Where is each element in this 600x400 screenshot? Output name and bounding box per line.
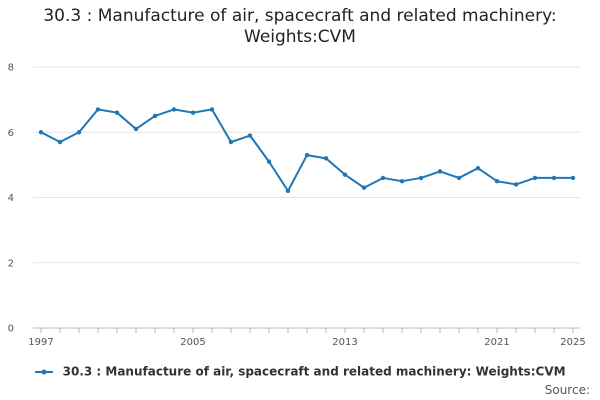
chart-legend: 30.3 : Manufacture of air, spacecraft an…: [0, 364, 600, 379]
data-point: [361, 185, 367, 190]
data-point: [323, 156, 329, 161]
chart-title-line-2: Weights:CVM: [244, 27, 356, 47]
data-point: [285, 188, 291, 194]
y-tick-label: 2: [8, 258, 14, 269]
data-point: [342, 172, 348, 177]
data-point: [513, 182, 519, 187]
chart-title: 30.3 : Manufacture of air, spacecraft an…: [0, 6, 600, 48]
y-tick-label: 4: [8, 193, 14, 204]
x-tick-label: 2005: [180, 337, 205, 348]
data-point: [133, 126, 139, 132]
data-point: [209, 107, 215, 112]
data-point: [266, 159, 272, 164]
data-point: [532, 175, 538, 181]
data-point: [456, 175, 462, 181]
data-point: [551, 175, 557, 181]
x-tick-label: 2013: [332, 337, 357, 348]
y-tick-label: 6: [8, 128, 14, 139]
legend-swatch: [35, 369, 54, 374]
data-point: [57, 139, 63, 145]
y-tick-label: 0: [8, 324, 14, 335]
data-point: [114, 110, 120, 115]
data-point: [171, 107, 177, 112]
x-tick-label: 2025: [560, 337, 585, 348]
data-point: [380, 175, 386, 181]
data-point: [494, 178, 500, 184]
data-point: [76, 130, 82, 135]
data-point: [475, 165, 481, 171]
data-point: [190, 110, 196, 115]
data-point: [95, 107, 101, 112]
x-tick-label: 1997: [28, 337, 53, 348]
chart-title-line-1: 30.3 : Manufacture of air, spacecraft an…: [43, 6, 557, 26]
data-point: [38, 130, 44, 135]
data-point: [228, 139, 234, 145]
y-tick-label: 8: [8, 63, 14, 74]
data-point: [570, 175, 576, 181]
legend-label: 30.3 : Manufacture of air, spacecraft an…: [62, 364, 566, 379]
data-point: [304, 152, 310, 158]
data-point: [247, 133, 253, 138]
data-point: [418, 175, 424, 181]
data-point: [152, 113, 158, 119]
source-label: Source:: [544, 383, 590, 397]
data-point: [399, 178, 405, 184]
x-tick-label: 2021: [484, 337, 509, 348]
data-point: [437, 169, 443, 174]
series-line: [40, 108, 573, 192]
